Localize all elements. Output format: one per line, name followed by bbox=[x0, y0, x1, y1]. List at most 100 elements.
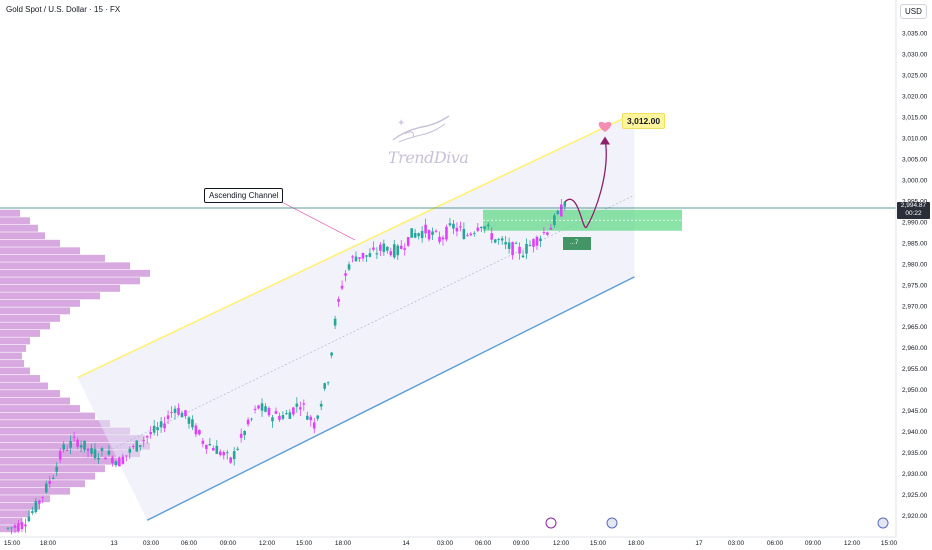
candle-body bbox=[386, 246, 389, 251]
watermark-text: TrendDiva bbox=[388, 148, 469, 167]
x-tick-label: 14 bbox=[402, 540, 410, 547]
y-tick-label: 2,935.00 bbox=[902, 450, 928, 457]
x-tick-label: 17 bbox=[695, 540, 703, 547]
y-tick-label: 3,010.00 bbox=[902, 135, 928, 142]
volume-profile-bar bbox=[0, 480, 85, 488]
candle-body bbox=[10, 527, 13, 529]
y-tick-label: 2,920.00 bbox=[902, 513, 928, 520]
target-price-label[interactable]: 3,012.00 bbox=[622, 113, 666, 129]
candle-body bbox=[563, 201, 567, 207]
candle-body bbox=[55, 466, 59, 472]
candle-body bbox=[239, 433, 243, 438]
candle-body bbox=[232, 451, 236, 460]
heart-icon bbox=[598, 121, 612, 133]
candle-body bbox=[382, 243, 386, 252]
candle-body bbox=[83, 440, 86, 450]
candle-body bbox=[546, 232, 549, 235]
y-tick-label: 2,955.00 bbox=[902, 366, 928, 373]
candle-body bbox=[159, 421, 163, 428]
x-tick-label: 03:00 bbox=[143, 540, 160, 547]
candle-body bbox=[483, 226, 487, 229]
candle-body bbox=[344, 273, 347, 276]
time-axis[interactable]: 15:00 18:00 13 03:00 06:00 09:00 12:00 15:00 18:… bbox=[4, 540, 898, 547]
us-flag-event-icon[interactable] bbox=[606, 517, 618, 529]
volume-profile-bar bbox=[0, 284, 120, 292]
candle-body bbox=[427, 230, 431, 240]
candle-body bbox=[250, 418, 253, 420]
candle-body bbox=[351, 256, 354, 258]
y-tick-label: 2,965.00 bbox=[902, 324, 928, 331]
us-flag-event-icon[interactable] bbox=[877, 517, 889, 529]
x-tick-label: 15:00 bbox=[4, 540, 21, 547]
channel-label[interactable]: Ascending Channel bbox=[204, 188, 284, 203]
candle-body bbox=[500, 238, 504, 241]
candle-body bbox=[473, 233, 476, 234]
candle-body bbox=[312, 422, 316, 429]
volume-profile-bar bbox=[0, 435, 145, 443]
x-tick-label: 12:00 bbox=[259, 540, 276, 547]
volume-profile-bar bbox=[0, 247, 80, 255]
candle-body bbox=[191, 419, 194, 428]
y-tick-label: 2,980.00 bbox=[902, 261, 928, 268]
candle-body bbox=[403, 248, 407, 250]
volume-profile-bar bbox=[0, 269, 150, 277]
candle-body bbox=[528, 244, 532, 246]
candle-body bbox=[539, 238, 542, 242]
x-tick-label: 18:00 bbox=[628, 540, 645, 547]
x-tick-label: 09:00 bbox=[805, 540, 822, 547]
candle-body bbox=[128, 448, 132, 453]
volume-profile-bar bbox=[0, 322, 50, 330]
candle-body bbox=[326, 382, 330, 384]
x-tick-label: 06:00 bbox=[475, 540, 492, 547]
candle-body bbox=[476, 227, 480, 231]
candle-body bbox=[493, 239, 497, 243]
candle-body bbox=[479, 226, 483, 229]
candle-body bbox=[452, 223, 455, 229]
candle-body bbox=[48, 481, 52, 484]
candle-body bbox=[525, 243, 528, 254]
candle-body bbox=[170, 412, 173, 413]
candle-body bbox=[299, 407, 302, 410]
volume-profile-bar bbox=[0, 382, 48, 390]
candle-body bbox=[448, 223, 452, 226]
candle-body bbox=[208, 443, 212, 446]
candle-body bbox=[152, 425, 156, 433]
candle-body bbox=[417, 233, 420, 237]
candle-body bbox=[340, 285, 344, 289]
x-tick-label: 15:00 bbox=[296, 540, 313, 547]
candle-body bbox=[118, 457, 121, 467]
candle-body bbox=[27, 516, 31, 522]
candle-body bbox=[497, 239, 500, 240]
volume-profile-bar bbox=[0, 337, 30, 345]
candle-body bbox=[372, 247, 375, 250]
y-tick-label: 2,940.00 bbox=[902, 429, 928, 436]
candle-body bbox=[361, 252, 365, 259]
candle-body bbox=[323, 383, 326, 389]
currency-badge[interactable]: USD bbox=[900, 4, 927, 19]
volume-profile-bar bbox=[0, 360, 24, 367]
candle-body bbox=[542, 232, 546, 233]
volume-profile-bar bbox=[0, 224, 38, 232]
candle-body bbox=[434, 230, 438, 232]
candle-body bbox=[125, 455, 128, 457]
candle-body bbox=[173, 408, 177, 413]
x-tick-label: 12:00 bbox=[844, 540, 861, 547]
candle-body bbox=[431, 231, 434, 235]
price-axis[interactable]: 2,920.00 2,925.00 2,930.00 2,935.00 2,940.00… bbox=[902, 10, 928, 520]
zone-box-label: ...7 bbox=[570, 240, 579, 246]
candle-body bbox=[138, 445, 142, 447]
candle-body bbox=[288, 412, 292, 419]
symbol-title[interactable]: Gold Spot / U.S. Dollar · 15 · FX bbox=[6, 5, 121, 14]
volume-profile-bar bbox=[0, 390, 60, 397]
economic-event-icon[interactable] bbox=[545, 517, 557, 529]
x-tick-label: 13 bbox=[110, 540, 118, 547]
svg-text:✦: ✦ bbox=[397, 118, 405, 129]
event-markers[interactable] bbox=[545, 517, 889, 529]
candle-body bbox=[187, 417, 191, 424]
candle-body bbox=[31, 511, 34, 513]
candle-body bbox=[319, 403, 323, 407]
candle-body bbox=[90, 448, 93, 454]
candle-body bbox=[198, 429, 201, 435]
